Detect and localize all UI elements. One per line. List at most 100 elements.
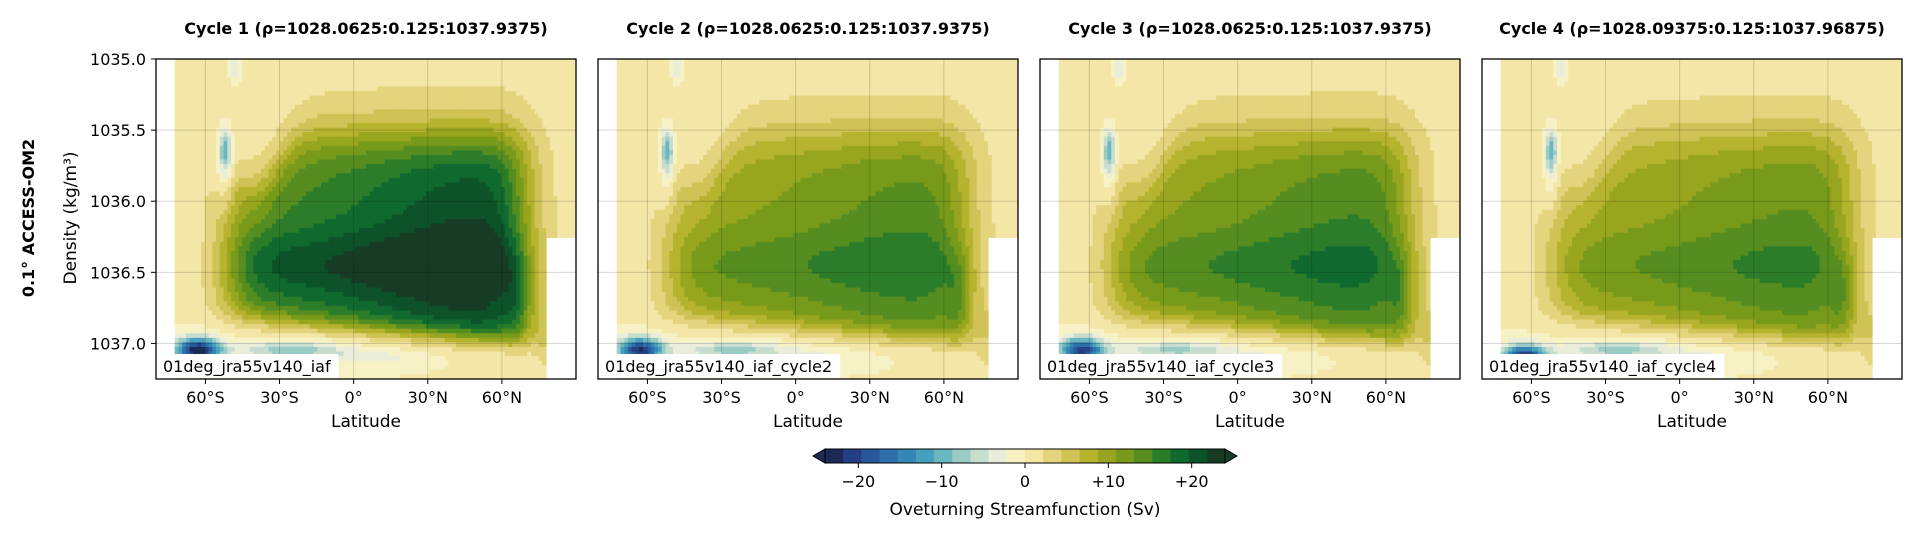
- field-cell: [332, 219, 337, 225]
- field-cell: [216, 269, 221, 275]
- field-cell: [272, 118, 277, 124]
- field-cell: [216, 113, 221, 120]
- field-cell: [197, 72, 202, 78]
- field-cell: [546, 191, 551, 197]
- field-cell: [366, 191, 371, 197]
- field-cell: [291, 127, 296, 133]
- field-cell: [471, 159, 476, 165]
- field-cell: [249, 214, 255, 220]
- field-cell: [519, 63, 525, 69]
- field-cell: [253, 109, 258, 115]
- field-cell: [452, 132, 457, 138]
- field-cell: [321, 77, 326, 83]
- field-cell: [459, 68, 465, 74]
- field-cell: [497, 77, 502, 83]
- field-cell: [463, 182, 468, 188]
- field-cell: [459, 168, 465, 174]
- field-cell: [523, 241, 528, 248]
- field-cell: [534, 59, 540, 65]
- field-cell: [257, 260, 262, 266]
- field-cell: [433, 177, 438, 184]
- field-cell: [527, 141, 532, 147]
- field-cell: [347, 113, 352, 120]
- field-cell: [459, 77, 465, 83]
- field-cell: [246, 264, 251, 270]
- field-cell: [444, 104, 450, 110]
- field-cell: [358, 145, 363, 152]
- field-cell: [414, 187, 420, 193]
- field-cell: [553, 219, 558, 225]
- field-cell: [504, 219, 510, 225]
- field-cell: [388, 200, 393, 206]
- field-cell: [309, 150, 315, 156]
- field-cell: [189, 72, 195, 78]
- field-cell: [246, 269, 251, 275]
- field-cell: [283, 63, 288, 69]
- field-cell: [276, 214, 281, 220]
- field-cell: [467, 228, 472, 234]
- field-cell: [459, 159, 465, 165]
- field-cell: [444, 86, 450, 92]
- field-cell: [343, 219, 348, 225]
- field-cell: [546, 63, 551, 69]
- field-cell: [208, 255, 213, 261]
- field-cell: [261, 246, 266, 252]
- field-cell: [542, 232, 547, 238]
- field-cell: [253, 264, 258, 270]
- field-cell: [546, 136, 551, 142]
- field-cell: [306, 145, 311, 152]
- field-cell: [362, 68, 367, 74]
- field-cell: [572, 209, 576, 216]
- field-cell: [534, 241, 540, 248]
- field-cell: [512, 173, 517, 179]
- field-cell: [231, 104, 236, 110]
- field-cell: [197, 77, 202, 83]
- field-cell: [474, 72, 480, 78]
- field-cell: [328, 86, 333, 92]
- field-cell: [504, 241, 510, 248]
- field-cell: [414, 209, 420, 216]
- field-cell: [249, 168, 255, 174]
- field-cell: [504, 214, 510, 220]
- field-cell: [178, 191, 183, 197]
- field-cell: [208, 95, 213, 101]
- field-cell: [362, 260, 367, 266]
- field-cell: [452, 246, 457, 252]
- field-cell: [216, 132, 221, 138]
- field-cell: [339, 136, 345, 142]
- field-cell: [377, 127, 382, 133]
- field-cell: [493, 164, 498, 170]
- field-cell: [294, 127, 300, 133]
- field-cell: [291, 260, 296, 266]
- field-cell: [242, 136, 247, 142]
- field-cell: [388, 113, 393, 120]
- field-cell: [294, 269, 300, 275]
- field-cell: [351, 81, 356, 88]
- field-cell: [223, 255, 228, 261]
- field-cell: [433, 232, 438, 238]
- field-cell: [497, 155, 502, 161]
- field-cell: [497, 91, 502, 97]
- field-cell: [519, 223, 525, 229]
- field-cell: [463, 209, 468, 216]
- field-cell: [504, 155, 510, 161]
- field-cell: [354, 164, 360, 170]
- field-cell: [186, 86, 191, 92]
- panels: Cycle 1 (ρ=1028.0625:0.125:1037.9375)01d…: [90, 19, 1903, 432]
- field-cell: [519, 141, 525, 147]
- field-cell: [441, 269, 446, 275]
- field-cell: [426, 196, 431, 202]
- field-cell: [407, 237, 412, 243]
- field-cell: [174, 260, 180, 266]
- field-cell: [343, 191, 348, 197]
- field-cell: [568, 113, 573, 120]
- field-cell: [253, 95, 258, 101]
- field-cell: [182, 104, 187, 110]
- field-cell: [343, 155, 348, 161]
- field-cell: [561, 182, 566, 188]
- field-cell: [497, 123, 502, 129]
- field-cell: [336, 59, 341, 65]
- field-cell: [531, 136, 536, 142]
- field-cell: [328, 118, 333, 124]
- field-cell: [534, 141, 540, 147]
